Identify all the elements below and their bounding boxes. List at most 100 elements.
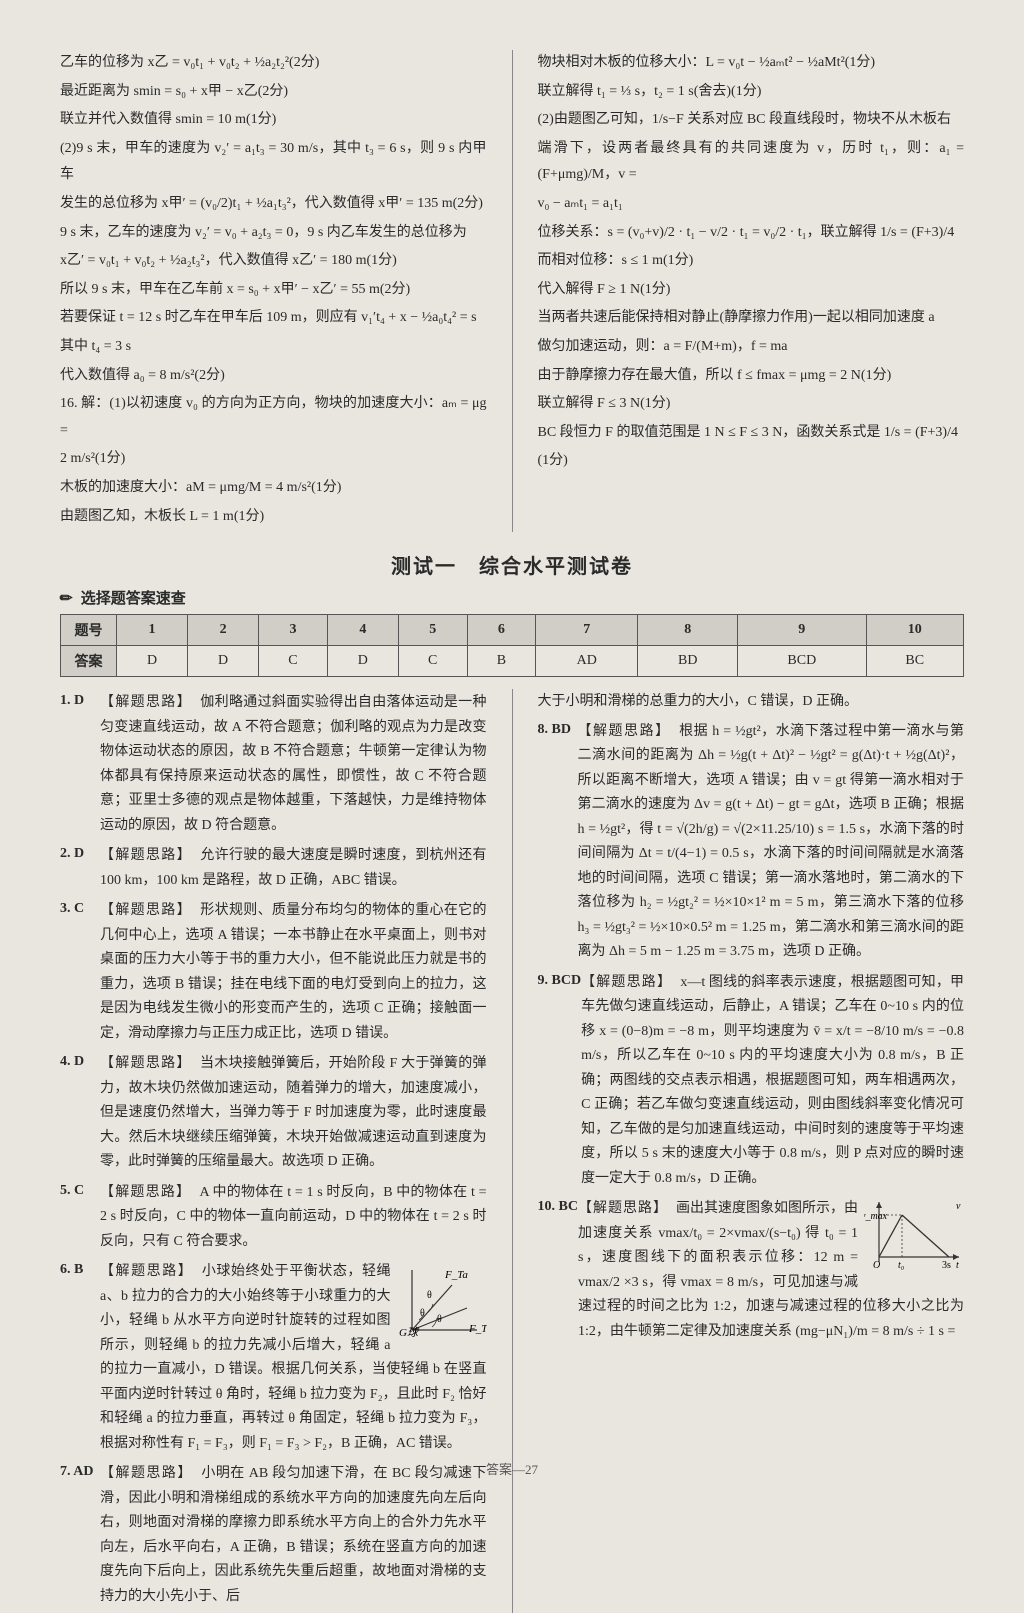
solution-text: 【解题思路】 允许行驶的最大速度是瞬时速度，到杭州还有 100 km，100 k… (100, 842, 487, 893)
answer-cell: AD (536, 646, 638, 677)
solution-number: 10. BC (538, 1195, 578, 1344)
col-num: 3 (259, 615, 328, 646)
solution-tag: 【解题思路】 (100, 693, 200, 709)
line: 所以 9 s 末，甲车在乙车前 x = s₀ + x甲′ − x乙′ = 55 … (60, 277, 487, 304)
top-section: 乙车的位移为 x乙 = v₀t₁ + v₀t₂ + ½a₂t₂²(2分) 最近距… (60, 50, 964, 532)
line: 最近距离为 smin = s₀ + x甲 − x乙(2分) (60, 79, 487, 106)
solution-text: 【解题思路】 当木块接触弹簧后，开始阶段 F 大于弹簧的弹力，故木块仍然做加速运… (100, 1050, 487, 1175)
solution-number: 2. D (60, 842, 100, 893)
solution-item: 10. BC v v_max O t₀ 3s t 【解题思路】 画出其速度图象如… (538, 1195, 965, 1344)
svg-text:F_Tb: F_Tb (468, 1323, 487, 1335)
svg-text:θ: θ (437, 1314, 442, 1325)
line: 联立解得 F ≤ 3 N(1分) (538, 391, 965, 418)
solution-tag: 【解题思路】 (581, 973, 680, 989)
line: 由题图乙知，木板长 L = 1 m(1分) (60, 504, 487, 531)
line: 木板的加速度大小：aM = μmg/M = 4 m/s²(1分) (60, 475, 487, 502)
solution-text: 【解题思路】 伽利略通过斜面实验得出自由落体运动是一种匀变速直线运动，故 A 不… (100, 689, 487, 838)
solution-number: 8. BD (538, 718, 578, 965)
solution-text: 【解题思路】 小明在 AB 段匀加速下滑，在 BC 段匀减速下滑，因此小明和滑梯… (100, 1460, 487, 1609)
col-num: 2 (188, 615, 259, 646)
col-num: 9 (738, 615, 866, 646)
line: x乙′ = v₀t₁ + v₀t₂ + ½a₂t₃²，代入数值得 x乙′ = 1… (60, 248, 487, 275)
solution-item: 5. C【解题思路】 A 中的物体在 t = 1 s 时反向，B 中的物体在 t… (60, 1179, 487, 1255)
answer-cell: C (398, 646, 467, 677)
solution-item: 8. BD【解题思路】 根据 h = ½gt²，水滴下落过程中第一滴水与第二滴水… (538, 718, 965, 965)
svg-text:G球: G球 (399, 1326, 420, 1339)
svg-text:F_Ta: F_Ta (444, 1269, 468, 1281)
answer-cell: BCD (738, 646, 866, 677)
column-divider (512, 50, 513, 532)
col-num: 6 (467, 615, 536, 646)
solution-tag: 【解题思路】 (578, 1199, 676, 1215)
solution-text: 【解题思路】 x—t 图线的斜率表示速度，根据题图可知，甲车先做匀速直线运动，后… (581, 969, 964, 1192)
line: 若要保证 t = 12 s 时乙车在甲车后 109 m，则应有 v₁′t₄ + … (60, 305, 487, 332)
solution-tag: 【解题思路】 (100, 1183, 199, 1199)
line: 2 m/s²(1分) (60, 446, 487, 473)
answer-cell: D (327, 646, 398, 677)
line: (2)9 s 末，甲车的速度为 v₂′ = a₁t₃ = 30 m/s，其中 t… (60, 136, 487, 189)
svg-text:t₀: t₀ (898, 1260, 905, 1271)
col-num: 1 (117, 615, 188, 646)
solution-item: 2. D【解题思路】 允许行驶的最大速度是瞬时速度，到杭州还有 100 km，1… (60, 842, 487, 893)
solution-text: 【解题思路】 形状规则、质量分布均匀的物体的重心在它的几何中心上，选项 A 错误… (100, 897, 487, 1046)
test-title: 测试一 综合水平测试卷 (60, 550, 964, 579)
solution-number: 6. B (60, 1258, 100, 1456)
solution-item: 4. D【解题思路】 当木块接触弹簧后，开始阶段 F 大于弹簧的弹力，故木块仍然… (60, 1050, 487, 1175)
pencil-icon: ✎ (55, 587, 77, 609)
solution-number: 4. D (60, 1050, 100, 1175)
solution-number: 9. BCD (538, 969, 582, 1192)
solution-tag: 【解题思路】 (100, 901, 200, 917)
line: 发生的总位移为 x甲′ = (v₀/2)t₁ + ½a₁t₃²，代入数值得 x甲… (60, 191, 487, 218)
line: 16. 解：(1)以初速度 v₀ 的方向为正方向，物块的加速度大小：aₘ = μ… (60, 391, 487, 444)
line: 物块相对木板的位移大小：L = v₀t − ½aₘt² − ½aMt²(1分) (538, 50, 965, 77)
line: 代入解得 F ≥ 1 N(1分) (538, 277, 965, 304)
solution-tag: 【解题思路】 (100, 1262, 202, 1278)
line: 9 s 末，乙车的速度为 v₂′ = v₀ + a₂t₃ = 0，9 s 内乙车… (60, 220, 487, 247)
answer-cell: B (467, 646, 536, 677)
force-diagram: F_Ta F_Tb G球 θ θ θ (397, 1260, 487, 1340)
table-header-row: 题号 1 2 3 4 5 6 7 8 9 10 (61, 615, 964, 646)
svg-text:O: O (873, 1260, 880, 1271)
solution-text: F_Ta F_Tb G球 θ θ θ 【解题思路】 小球始终处于平衡状态，轻绳 … (100, 1258, 487, 1456)
table-answer-row: 答案 D D C D C B AD BD BCD BC (61, 646, 964, 677)
continuation-text: 大于小明和滑梯的总重力的大小，C 错误，D 正确。 (538, 689, 965, 716)
top-right-column: 物块相对木板的位移大小：L = v₀t − ½aₘt² − ½aMt²(1分) … (538, 50, 965, 532)
solution-tag: 【解题思路】 (578, 722, 680, 738)
solution-item: 7. AD【解题思路】 小明在 AB 段匀加速下滑，在 BC 段匀减速下滑，因此… (60, 1460, 487, 1609)
answer-cell: D (117, 646, 188, 677)
solution-text: v v_max O t₀ 3s t 【解题思路】 画出其速度图象如图所示，由加速… (578, 1195, 964, 1344)
answer-cell: C (259, 646, 328, 677)
line: v₀ − aₘt₁ = a₁t₁ (538, 191, 965, 218)
line: 联立解得 t₁ = ⅓ s，t₂ = 1 s(舍去)(1分) (538, 79, 965, 106)
solution-number: 7. AD (60, 1460, 100, 1609)
solution-tag: 【解题思路】 (100, 1054, 200, 1070)
solution-number: 1. D (60, 689, 100, 838)
solution-item: 1. D【解题思路】 伽利略通过斜面实验得出自由落体运动是一种匀变速直线运动，故… (60, 689, 487, 838)
svg-text:θ: θ (427, 1290, 432, 1301)
solution-item: 6. B F_Ta F_Tb G球 θ θ θ 【解题思路】 小球始终处于平衡状… (60, 1258, 487, 1456)
solution-number: 3. C (60, 897, 100, 1046)
solution-item: 9. BCD【解题思路】 x—t 图线的斜率表示速度，根据题图可知，甲车先做匀速… (538, 969, 965, 1192)
line: (2)由题图乙可知，1/s−F 关系对应 BC 段直线段时，物块不从木板右 (538, 107, 965, 134)
line: 乙车的位移为 x乙 = v₀t₁ + v₀t₂ + ½a₂t₂²(2分) (60, 50, 487, 77)
line: BC 段恒力 F 的取值范围是 1 N ≤ F ≤ 3 N，函数关系式是 1/s… (538, 420, 965, 447)
row-label: 答案 (61, 646, 117, 677)
top-left-column: 乙车的位移为 x乙 = v₀t₁ + v₀t₂ + ½a₂t₂²(2分) 最近距… (60, 50, 487, 532)
svg-text:v: v (956, 1201, 961, 1212)
line: 端滑下，设两者最终具有的共同速度为 v，历时 t₁，则：a₁ = (F+μmg)… (538, 136, 965, 189)
answer-table: 题号 1 2 3 4 5 6 7 8 9 10 答案 D D C D C B A… (60, 614, 964, 677)
solution-number: 5. C (60, 1179, 100, 1255)
header-label: 题号 (61, 615, 117, 646)
quick-check-label: ✎ 选择题答案速查 (60, 587, 964, 608)
svg-text:v_max: v_max (864, 1211, 888, 1222)
line: 做匀加速运动，则：a = F/(M+m)，f = ma (538, 334, 965, 361)
velocity-time-graph: v v_max O t₀ 3s t (864, 1197, 964, 1272)
page-footer: 答案—27 (0, 1459, 1024, 1478)
svg-text:3s: 3s (942, 1260, 951, 1271)
solution-text: 【解题思路】 A 中的物体在 t = 1 s 时反向，B 中的物体在 t = 2… (100, 1179, 487, 1255)
line: 由于静摩擦力存在最大值，所以 f ≤ fmax = μmg = 2 N(1分) (538, 363, 965, 390)
svg-text:θ: θ (420, 1308, 425, 1319)
svg-text:t: t (956, 1260, 959, 1271)
col-num: 4 (327, 615, 398, 646)
solution-text: 【解题思路】 根据 h = ½gt²，水滴下落过程中第一滴水与第二滴水间的距离为… (578, 718, 965, 965)
